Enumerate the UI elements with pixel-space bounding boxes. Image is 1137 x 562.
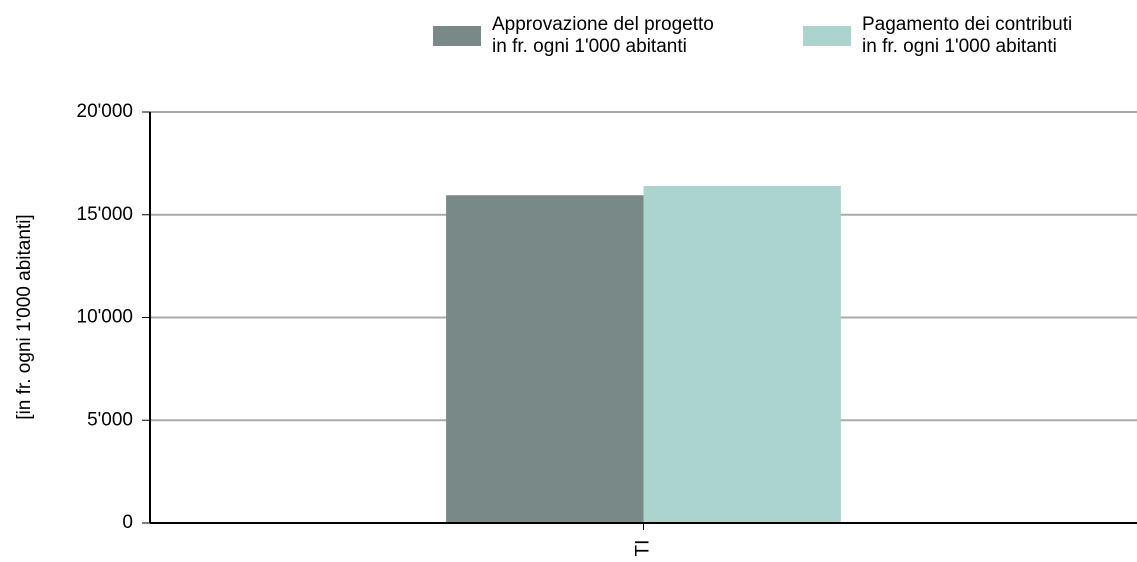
y-tick-label: 0: [122, 512, 133, 533]
y-axis-label: [in fr. ogni 1'000 abitanti]: [14, 214, 35, 419]
legend-item: Pagamento dei contributi in fr. ogni 1'0…: [803, 14, 1072, 58]
y-tick-label: 20'000: [77, 101, 133, 122]
bar: [446, 195, 644, 524]
legend-item: Approvazione del progetto in fr. ogni 1'…: [433, 14, 714, 58]
legend-label: Pagamento dei contributi in fr. ogni 1'0…: [862, 14, 1073, 57]
y-tick-label: 5'000: [87, 409, 133, 430]
legend-label: Approvazione del progetto in fr. ogni 1'…: [492, 14, 714, 57]
y-tick-label: 10'000: [77, 307, 133, 328]
legend-swatch: [433, 26, 481, 46]
x-tick-label: TI: [633, 540, 654, 557]
y-tick-label: 15'000: [77, 204, 133, 225]
bar: [643, 185, 841, 524]
legend-swatch: [803, 26, 851, 46]
